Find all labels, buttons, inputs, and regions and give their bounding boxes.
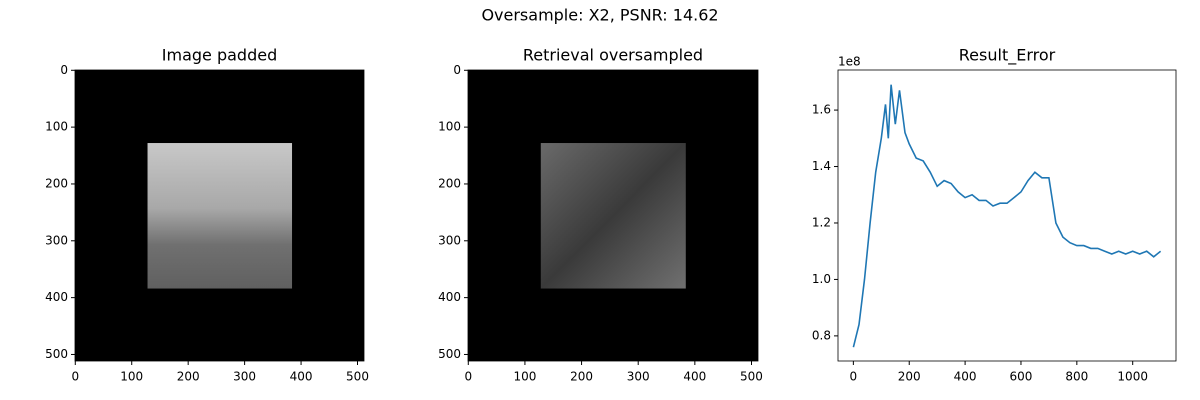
- image-content: [147, 143, 293, 289]
- x-tick-label: 1000: [1117, 370, 1148, 384]
- y-tick-label: 400: [438, 290, 461, 304]
- y-tick-label: 0: [453, 63, 461, 77]
- image-content: [540, 143, 686, 289]
- x-tick-label: 600: [1010, 370, 1033, 384]
- axes-title: Retrieval oversampled: [523, 46, 703, 65]
- x-tick-label: 300: [233, 370, 256, 384]
- x-tick-label: 800: [1065, 370, 1088, 384]
- x-tick-label: 500: [346, 370, 369, 384]
- y-tick-label: 500: [45, 347, 68, 361]
- y-tick-label: 400: [45, 290, 68, 304]
- y-tick-label: 1.0: [812, 272, 831, 286]
- x-tick-label: 100: [513, 370, 536, 384]
- y-tick-label: 100: [45, 120, 68, 134]
- axes-frame: [467, 69, 759, 362]
- axes-frame: [837, 69, 1177, 362]
- x-tick-label: 400: [954, 370, 977, 384]
- data-line: [852, 84, 1162, 348]
- x-tick-label: 500: [740, 370, 763, 384]
- x-tick-label: 0: [464, 370, 472, 384]
- axes-title: Image padded: [162, 46, 277, 65]
- offset-label: 1e8: [838, 55, 861, 69]
- y-tick-label: 1.2: [812, 215, 831, 229]
- y-tick-label: 1.6: [812, 103, 831, 117]
- y-tick-label: 1.4: [812, 159, 831, 173]
- y-tick-label: 0: [60, 63, 68, 77]
- x-tick-label: 200: [898, 370, 921, 384]
- y-tick-label: 100: [438, 120, 461, 134]
- axes-title: Result_Error: [959, 46, 1056, 66]
- x-tick-label: 100: [120, 370, 143, 384]
- x-tick-label: 300: [627, 370, 650, 384]
- x-tick-label: 0: [71, 370, 79, 384]
- y-tick-label: 0.8: [812, 328, 831, 342]
- suptitle: Oversample: X2, PSNR: 14.62: [481, 6, 718, 25]
- y-tick-label: 200: [45, 176, 68, 190]
- x-tick-label: 200: [177, 370, 200, 384]
- y-tick-label: 200: [438, 176, 461, 190]
- axes-frame: [74, 69, 365, 362]
- x-tick-label: 0: [850, 370, 858, 384]
- y-tick-label: 300: [438, 233, 461, 247]
- x-tick-label: 200: [570, 370, 593, 384]
- y-tick-label: 300: [45, 233, 68, 247]
- x-tick-label: 400: [683, 370, 706, 384]
- y-tick-label: 500: [438, 347, 461, 361]
- x-tick-label: 400: [290, 370, 313, 384]
